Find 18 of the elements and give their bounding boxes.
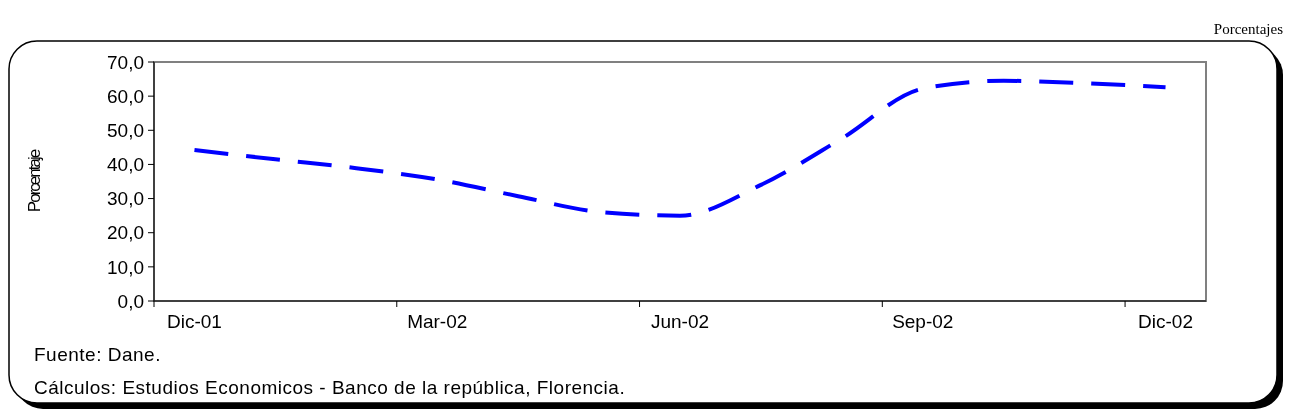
x-tick-label: Sep-02 (892, 311, 954, 332)
y-tick-label: 10,0 (107, 256, 144, 278)
y-tick-label: 40,0 (107, 154, 144, 176)
text: Porcentajes (1213, 21, 1284, 37)
y-axis-title: Porcentaje (25, 149, 44, 213)
x-tick-label: Mar-02 (407, 311, 468, 332)
x-tick-label: Jun-02 (650, 311, 710, 332)
y-tick-label: 60,0 (107, 85, 144, 107)
source-note: Fuente: Dane. (34, 344, 161, 365)
line-series (192, 78, 1168, 218)
y-tick-label: 20,0 (107, 222, 144, 244)
text: Cálculos: Estudios Economicos - Banco de la república, Florencia. (34, 377, 626, 398)
y-tick-label: 30,0 (107, 188, 144, 210)
x-tick-label: Dic-01 (167, 311, 222, 332)
y-tick-label: 50,0 (107, 119, 144, 141)
y-tick-label: 70,0 (107, 51, 144, 73)
y-tick-label: 0,0 (117, 290, 144, 312)
x-tick-label: Dic-02 (1138, 311, 1193, 332)
